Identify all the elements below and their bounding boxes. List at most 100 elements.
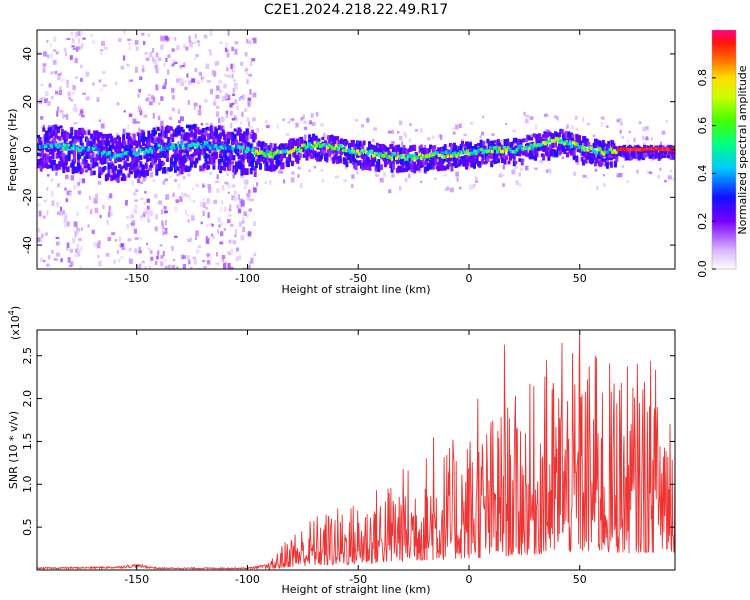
spectral-noise-mark (660, 141, 663, 146)
spectral-band-mark (122, 155, 126, 160)
spectral-noise-mark (70, 31, 74, 36)
spectral-ridge-mark (187, 143, 191, 148)
spectral-noise-mark (182, 255, 186, 260)
spectral-ridge-mark (380, 153, 384, 158)
spectral-noise-mark (177, 141, 180, 146)
spectral-band-mark (385, 157, 389, 162)
spectral-band-mark (455, 162, 459, 168)
spectral-band-mark (417, 165, 421, 170)
spectral-noise-mark (196, 40, 201, 43)
spectral-band-mark (317, 138, 321, 142)
spectral-noise-mark (434, 177, 437, 180)
spectral-noise-mark (85, 96, 90, 101)
spectral-band-mark (221, 129, 225, 136)
spectral-noise-mark (602, 174, 605, 177)
spectral-noise-mark (38, 203, 41, 206)
spectral-noise-mark (250, 198, 255, 202)
spectral-band-mark (326, 135, 330, 140)
spectral-band-mark (390, 167, 394, 173)
spectral-ridge-mark (269, 151, 273, 155)
spectral-noise-mark (518, 172, 521, 177)
spectral-noise-mark (587, 123, 590, 126)
spectral-noise-mark (55, 252, 60, 257)
spectral-ridge-mark (474, 151, 478, 156)
spectral-band-mark (298, 153, 302, 158)
spectral-noise-mark (80, 43, 84, 49)
spectral-band-mark (91, 153, 95, 159)
spectral-ridge-mark (515, 148, 519, 152)
spectral-band-mark (578, 135, 581, 139)
spectral-noise-mark (206, 224, 209, 227)
spectral-ridge-mark (565, 140, 569, 144)
spectral-band-mark (138, 170, 141, 176)
spectral-ridge-mark (623, 148, 627, 152)
spectral-noise-mark (146, 209, 151, 215)
spectral-band-mark (217, 143, 221, 147)
spectral-noise-mark (77, 46, 81, 50)
spectral-band-mark (188, 139, 192, 146)
spectral-band-mark (320, 154, 324, 160)
spectral-ridge-mark (519, 144, 522, 148)
spectral-band-mark (72, 149, 76, 156)
spectral-ridge-mark (240, 145, 244, 150)
spectral-ridge-mark (549, 138, 553, 143)
spectral-band-mark (165, 158, 169, 162)
spectral-noise-mark (213, 101, 217, 106)
spectral-noise-mark (205, 63, 210, 69)
spectral-ridge-mark (589, 146, 593, 150)
spectral-band-mark (325, 154, 329, 160)
spectral-band-mark (112, 173, 116, 180)
spectral-ridge-mark (471, 151, 475, 156)
spectral-noise-mark (99, 88, 103, 91)
spectral-noise-mark (420, 128, 423, 133)
spectral-noise-mark (626, 180, 629, 183)
spectral-ridge-mark (127, 152, 131, 156)
spectral-noise-mark (460, 139, 464, 143)
spectral-noise-mark (127, 43, 131, 46)
spectral-noise-mark (187, 219, 190, 223)
spectral-band-mark (244, 140, 248, 145)
spectral-band-mark (37, 134, 40, 139)
spectral-noise-mark (206, 237, 210, 241)
spectral-ridge-mark (421, 154, 425, 158)
spectral-noise-mark (205, 207, 209, 210)
spectral-ridge-mark (379, 152, 382, 156)
spectral-band-mark (215, 128, 219, 132)
spectral-band-mark (224, 148, 228, 155)
spectral-noise-mark (502, 183, 505, 187)
spectral-noise-mark (66, 221, 70, 227)
spectral-band-mark (181, 162, 185, 167)
spectral-ridge-mark (93, 146, 97, 151)
spectral-noise-mark (570, 125, 575, 130)
spectral-noise-mark (139, 218, 144, 221)
spectral-band-mark (506, 138, 510, 143)
spectral-ridge-mark (403, 157, 407, 161)
spectral-band-mark (390, 144, 394, 147)
spectral-noise-mark (167, 54, 171, 58)
spectral-noise-mark (227, 184, 231, 189)
spectral-band-mark (374, 147, 378, 153)
spectral-noise-mark (241, 111, 244, 118)
spectral-band-mark (172, 129, 176, 135)
spectral-noise-mark (251, 58, 256, 62)
spectral-ridge-mark (480, 147, 484, 152)
spectral-band-mark (127, 173, 131, 178)
spectral-band-mark (209, 128, 213, 133)
y-tick-label: 1.0 (21, 476, 34, 494)
spectral-noise-mark (219, 231, 224, 237)
spectral-noise-mark (135, 46, 139, 51)
spectral-ridge-mark (416, 155, 420, 159)
spectral-ridge-mark (425, 154, 429, 158)
spectral-band-mark (632, 152, 636, 159)
spectral-noise-mark (66, 85, 69, 88)
spectral-noise-mark (171, 107, 176, 112)
spectral-noise-mark (138, 246, 141, 252)
spectral-ridge-mark (375, 151, 379, 156)
spectral-band-mark (487, 155, 491, 159)
spectral-band-mark (406, 150, 410, 156)
spectral-noise-mark (505, 122, 508, 125)
spectral-noise-mark (308, 169, 311, 172)
spectral-noise-mark (97, 255, 100, 259)
spectral-band-mark (488, 141, 492, 148)
spectral-noise-mark (620, 122, 623, 126)
